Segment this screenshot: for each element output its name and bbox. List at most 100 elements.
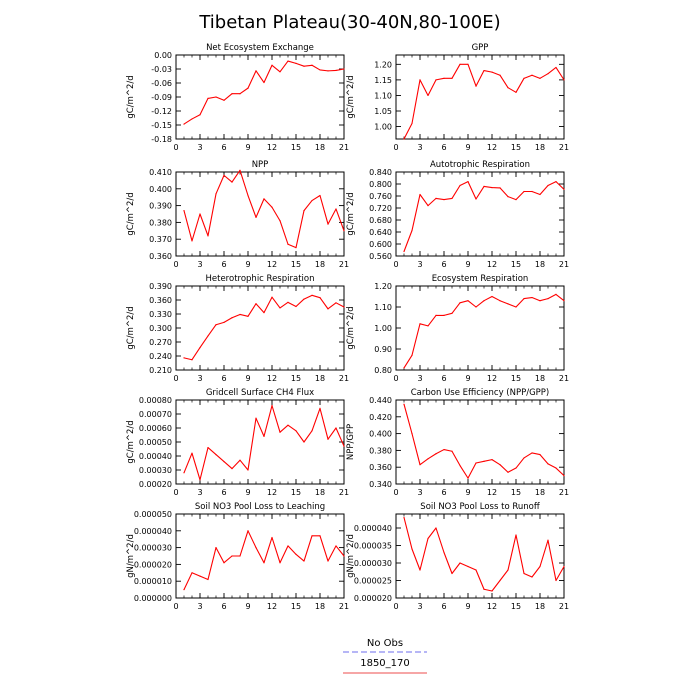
x-tick-label: 6: [441, 602, 446, 611]
x-tick-label: 15: [291, 143, 301, 152]
data-point: [247, 194, 249, 197]
x-tick-label: 9: [465, 260, 470, 269]
x-tick-label: 6: [221, 260, 226, 269]
data-point: [475, 85, 477, 87]
data-point: [515, 91, 517, 93]
x-tick-label: 3: [197, 374, 202, 383]
y-tick-label: 0.760: [369, 192, 392, 201]
data-point: [523, 457, 525, 459]
data-point: [499, 579, 501, 582]
data-point: [467, 477, 469, 479]
data-point: [467, 300, 469, 302]
series-line: [183, 294, 345, 361]
data-point: [403, 516, 405, 519]
data-point: [563, 475, 565, 477]
data-point: [531, 190, 533, 193]
series-line: [403, 63, 565, 140]
plot-frame: [395, 54, 565, 140]
data-point: [491, 295, 493, 298]
x-tick-label: 0: [393, 374, 398, 383]
y-tick-label: -0.09: [151, 93, 172, 102]
chart-panel-autotrophic-respiration: Autotrophic Respiration gC/m^2/d 0 3 6 9 12 15 1…: [346, 160, 569, 269]
data-point: [311, 535, 313, 537]
data-point: [507, 87, 509, 89]
data-point: [183, 210, 185, 212]
x-tick-label: 21: [559, 374, 569, 383]
data-point: [247, 315, 249, 317]
data-point: [223, 174, 225, 176]
data-point: [255, 547, 257, 549]
x-tick-label: 18: [315, 260, 325, 269]
data-point: [563, 300, 565, 302]
data-point: [247, 530, 249, 532]
data-point: [335, 69, 337, 71]
data-point: [199, 347, 201, 349]
x-tick-label: 18: [315, 374, 325, 383]
y-tick-label: 0.000030: [134, 544, 172, 553]
data-point: [403, 250, 405, 253]
y-tick-label: 0.720: [369, 204, 392, 213]
data-point: [499, 464, 501, 466]
chart-title: Soil NO3 Pool Loss to Leaching: [195, 502, 325, 512]
x-tick-label: 21: [339, 374, 349, 383]
data-point: [239, 459, 241, 461]
x-tick-label: 18: [535, 602, 545, 611]
chart-title: Heterotrophic Respiration: [206, 274, 315, 284]
data-point: [451, 312, 453, 314]
data-point: [467, 63, 469, 65]
x-tick-label: 0: [173, 374, 178, 383]
x-tick-label: 9: [245, 260, 250, 269]
x-tick-label: 21: [339, 602, 349, 611]
data-point: [531, 452, 533, 454]
x-tick-label: 6: [221, 602, 226, 611]
data-point: [191, 240, 193, 242]
data-point: [247, 469, 249, 471]
y-tick-label: 0.00050: [139, 438, 172, 447]
data-point: [279, 431, 281, 433]
y-axis-label: gC/m^2/d: [346, 75, 356, 118]
data-point: [191, 118, 193, 120]
data-point: [247, 87, 249, 89]
data-point: [411, 433, 413, 435]
data-point: [295, 247, 297, 249]
y-tick-label: 0.680: [369, 216, 392, 225]
y-tick-label: 0.270: [149, 338, 172, 347]
data-point: [311, 294, 313, 296]
data-point: [335, 208, 337, 210]
y-tick-label: 0.90: [374, 345, 392, 354]
data-point: [523, 572, 525, 575]
data-point: [191, 452, 193, 454]
data-point: [419, 323, 421, 325]
y-tick-label: 0.390: [149, 202, 172, 211]
data-point: [443, 314, 445, 316]
data-point: [499, 187, 501, 189]
data-point: [327, 308, 329, 310]
data-point: [199, 575, 201, 577]
x-tick-label: 6: [441, 374, 446, 383]
data-point: [467, 565, 469, 568]
data-point: [239, 555, 241, 557]
x-tick-label: 3: [417, 143, 422, 152]
y-tick-label: 0.600: [369, 240, 392, 249]
plot-frame: [395, 399, 565, 485]
x-tick-label: 12: [267, 602, 277, 611]
data-point: [263, 435, 265, 437]
series-line: [403, 293, 565, 369]
data-point: [475, 306, 477, 308]
y-tick-label: 0.440: [369, 396, 392, 405]
plot-frame: [395, 171, 565, 257]
data-point: [427, 325, 429, 327]
data-point: [435, 314, 437, 316]
x-tick-label: 21: [559, 143, 569, 152]
x-tick-label: 0: [393, 260, 398, 269]
y-tick-label: 0.560: [369, 252, 392, 261]
x-tick-label: 9: [245, 602, 250, 611]
x-tick-label: 12: [487, 488, 497, 497]
y-tick-label: 0.370: [149, 235, 172, 244]
data-point: [263, 562, 265, 564]
x-tick-label: 12: [267, 143, 277, 152]
y-tick-label: 1.05: [374, 107, 392, 116]
data-point: [555, 467, 557, 469]
x-tick-label: 18: [315, 143, 325, 152]
data-point: [183, 123, 185, 125]
